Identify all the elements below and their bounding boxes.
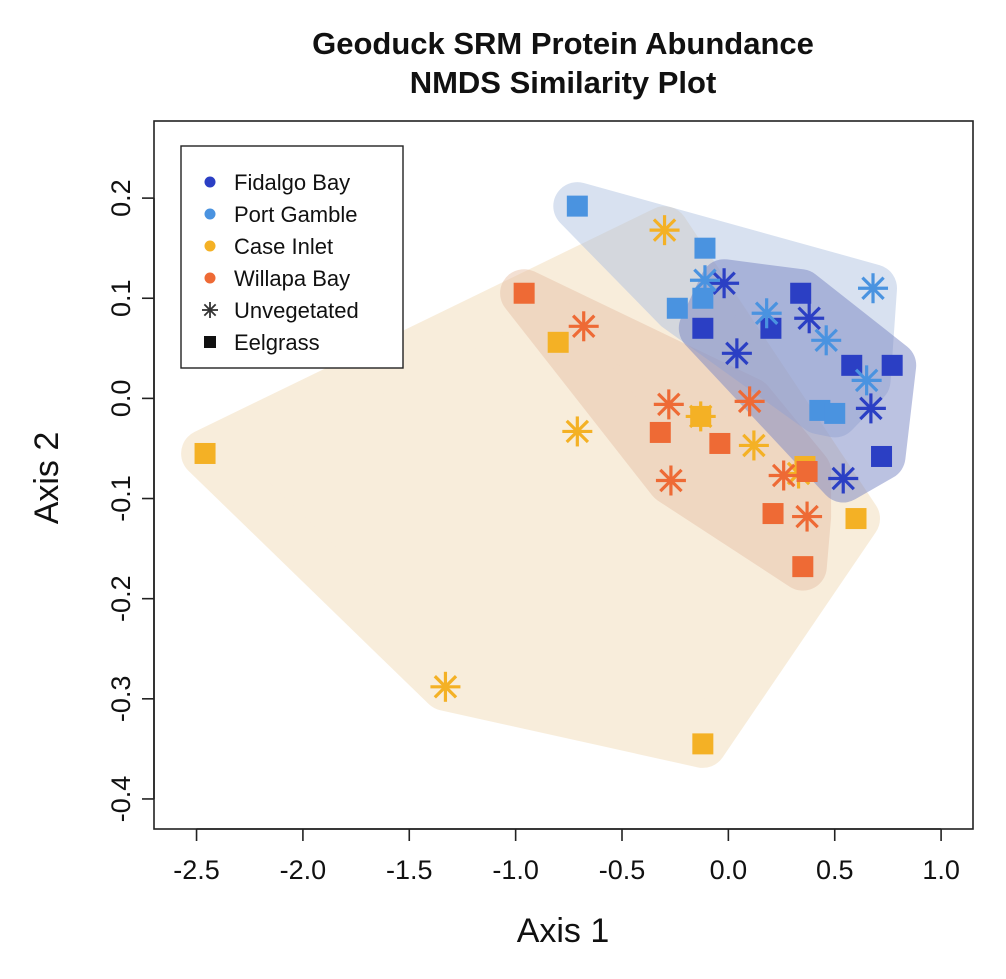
point-willapa-bay-unvegetated-1	[653, 389, 684, 420]
point-port-gamble-eelgrass-6	[694, 237, 716, 259]
point-port-gamble-unvegetated-3	[851, 365, 882, 396]
legend-item-port-gamble: Port Gamble	[204, 202, 358, 227]
y-tick-label: 0.1	[106, 279, 136, 317]
point-willapa-bay-unvegetated-5	[792, 501, 823, 532]
legend-item-fidalgo-bay: Fidalgo Bay	[204, 170, 350, 195]
x-tick-label: -0.5	[599, 855, 646, 885]
x-axis: -2.5 -2.0 -1.5 -1.0 -0.5 0.0 0.5 1.0	[173, 828, 960, 885]
point-case-inlet-eelgrass-9	[845, 508, 867, 530]
y-tick-label: -0.4	[106, 776, 136, 823]
x-tick-label: 0.5	[816, 855, 854, 885]
point-willapa-bay-eelgrass-11	[792, 556, 814, 578]
legend-dot-icon	[204, 176, 216, 188]
legend-dot-icon	[204, 240, 216, 252]
point-case-inlet-unvegetated-3	[738, 430, 769, 461]
legend-label: Willapa Bay	[234, 266, 350, 291]
x-tick-label: 1.0	[922, 855, 960, 885]
point-willapa-bay-unvegetated-3	[655, 465, 686, 496]
x-tick-label: -2.0	[280, 855, 327, 885]
y-tick-label: 0.2	[106, 179, 136, 217]
point-fidalgo-bay-unvegetated-3	[855, 393, 886, 424]
point-willapa-bay-eelgrass-7	[649, 421, 671, 443]
legend-label: Unvegetated	[234, 298, 359, 323]
point-case-inlet-eelgrass-11	[692, 733, 714, 755]
point-case-inlet-unvegetated-1	[562, 416, 593, 447]
legend-label: Eelgrass	[234, 330, 320, 355]
y-tick-label: -0.1	[106, 475, 136, 522]
legend-dot-icon	[204, 272, 216, 284]
point-port-gamble-unvegetated-1	[751, 298, 782, 329]
point-port-gamble-eelgrass-7	[666, 297, 688, 319]
point-fidalgo-bay-eelgrass-7	[790, 282, 812, 304]
legend: Fidalgo Bay Port Gamble Case Inlet Willapa …	[180, 145, 404, 369]
point-case-inlet-eelgrass-8	[690, 405, 712, 427]
x-tick-label: -2.5	[173, 855, 220, 885]
point-willapa-bay-eelgrass-9	[762, 503, 784, 525]
legend-square-icon	[204, 336, 216, 348]
chart-title-line-1: Geoduck SRM Protein Abundance	[312, 26, 814, 61]
y-tick-label: -0.3	[106, 676, 136, 723]
x-tick-label: 0.0	[710, 855, 748, 885]
point-willapa-bay-unvegetated-4	[768, 460, 799, 491]
point-fidalgo-bay-eelgrass-10	[871, 445, 893, 467]
x-tick-label: -1.0	[492, 855, 539, 885]
legend-item-willapa-bay: Willapa Bay	[204, 266, 350, 291]
point-case-inlet-eelgrass-7	[547, 331, 569, 353]
point-willapa-bay-unvegetated-2	[734, 386, 765, 417]
point-port-gamble-eelgrass-8	[692, 287, 714, 309]
point-fidalgo-bay-unvegetated-4	[828, 463, 859, 494]
x-tick-label: -1.5	[386, 855, 433, 885]
y-tick-label: 0.0	[106, 380, 136, 418]
y-axis-title: Axis 2	[28, 432, 66, 525]
point-case-inlet-eelgrass-6	[194, 442, 216, 464]
legend-dot-icon	[204, 208, 216, 220]
point-fidalgo-bay-unvegetated-2	[794, 303, 825, 334]
legend-label: Fidalgo Bay	[234, 170, 350, 195]
point-port-gamble-unvegetated-4	[858, 273, 889, 304]
point-fidalgo-bay-eelgrass-9	[881, 354, 903, 376]
point-fidalgo-bay-unvegetated-1	[721, 338, 752, 369]
point-case-inlet-unvegetated-0	[649, 215, 680, 246]
point-case-inlet-unvegetated-5	[430, 671, 461, 702]
legend-label: Case Inlet	[234, 234, 333, 259]
point-willapa-bay-eelgrass-10	[796, 460, 818, 482]
y-tick-label: -0.2	[106, 575, 136, 622]
point-fidalgo-bay-eelgrass-5	[692, 317, 714, 339]
point-fidalgo-bay-unvegetated-0	[709, 268, 740, 299]
point-port-gamble-eelgrass-5	[566, 195, 588, 217]
legend-label: Port Gamble	[234, 202, 358, 227]
point-willapa-bay-eelgrass-8	[709, 432, 731, 454]
data-points	[194, 195, 903, 755]
chart-title-line-2: NMDS Similarity Plot	[410, 65, 717, 100]
legend-item-unvegetated: Unvegetated	[202, 298, 359, 323]
legend-item-eelgrass: Eelgrass	[204, 330, 320, 355]
x-axis-title: Axis 1	[517, 912, 610, 950]
y-axis: -0.4 -0.3 -0.2 -0.1 0.0 0.1 0.2	[106, 179, 155, 823]
point-willapa-bay-unvegetated-0	[568, 311, 599, 342]
legend-item-case-inlet: Case Inlet	[204, 234, 333, 259]
point-port-gamble-eelgrass-10	[824, 402, 846, 424]
point-fidalgo-bay-eelgrass-6	[760, 317, 782, 339]
legend-asterisk-icon	[202, 302, 218, 318]
point-port-gamble-unvegetated-2	[811, 325, 842, 356]
legend-box	[180, 145, 404, 369]
point-willapa-bay-eelgrass-6	[513, 282, 535, 304]
